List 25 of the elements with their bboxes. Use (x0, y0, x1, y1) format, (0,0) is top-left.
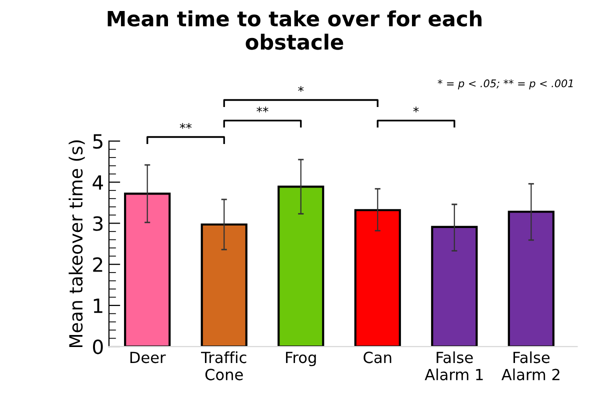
y-tick-label: 1 (94, 298, 102, 313)
bar (354, 209, 401, 347)
text: * (413, 106, 419, 112)
x-tick-label: Deer (130, 352, 166, 364)
y-axis-title: Mean takeover time (s) (68, 140, 85, 348)
y-tick-label: 4 (92, 175, 104, 190)
text: * = p < .05; ** = p < .001 (438, 79, 573, 90)
bar (200, 223, 248, 347)
x-tick-label: Traffic Cone (201, 351, 246, 380)
text: ** (256, 106, 268, 112)
bar (508, 210, 554, 347)
chart-title: Mean time to take over for each obstacle (108, 10, 482, 50)
y-tick-label: 2 (93, 257, 102, 272)
x-tick-label: Frog (286, 352, 316, 366)
bar (278, 186, 324, 347)
text: ** (180, 123, 192, 129)
x-tick-label: False Alarm 2 (502, 351, 560, 380)
text: * (298, 86, 304, 92)
bar (124, 192, 171, 347)
bar (431, 226, 478, 347)
y-tick-label: 0 (93, 339, 103, 354)
x-tick-label: False Alarm 1 (424, 351, 483, 380)
x-tick-label: Can (364, 352, 392, 364)
y-tick-label: 5 (93, 134, 102, 149)
y-tick-label: 3 (93, 216, 103, 231)
